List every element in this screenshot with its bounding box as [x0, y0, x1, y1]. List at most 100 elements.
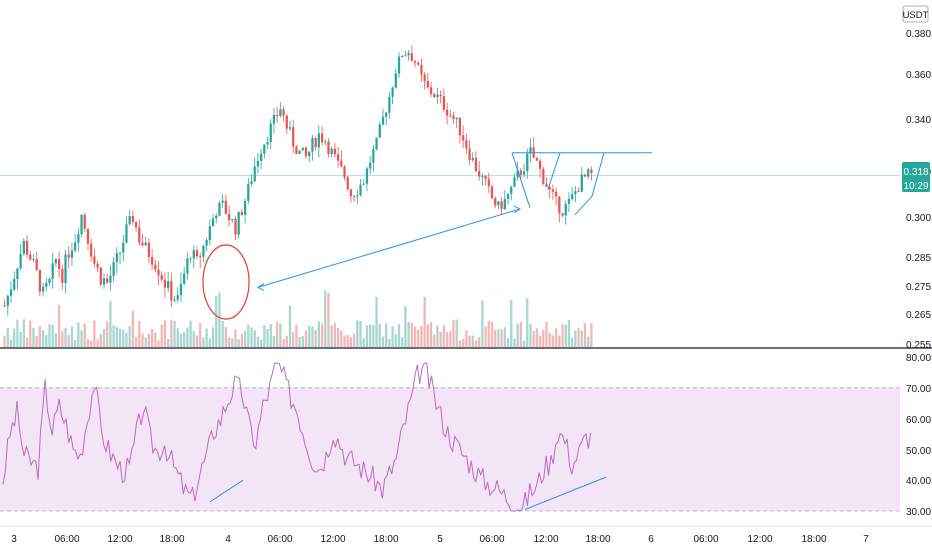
- rsi-trendline[interactable]: [524, 476, 607, 510]
- rsi-tick: 80.00: [906, 353, 931, 364]
- candle-body: [359, 184, 362, 196]
- volume-bar: [471, 335, 474, 347]
- candle-body: [57, 258, 61, 270]
- candle-body: [388, 96, 391, 113]
- candle-body: [324, 141, 327, 143]
- volume-bar: [574, 330, 577, 347]
- volume-bar: [285, 335, 288, 347]
- candle-body: [490, 186, 494, 199]
- volume-bar: [266, 328, 269, 347]
- volume-bar: [564, 324, 567, 347]
- candle-body: [542, 168, 545, 184]
- volume-bar: [77, 322, 80, 347]
- volume-bar: [465, 330, 468, 347]
- volume-bar: [227, 337, 231, 347]
- candle-body: [468, 148, 471, 160]
- volume-bar: [224, 327, 227, 347]
- candle-body: [218, 202, 221, 216]
- time-tick: 18:00: [159, 534, 184, 545]
- volume-bar: [279, 323, 282, 347]
- candle-body: [147, 242, 151, 257]
- candle-body: [494, 198, 497, 206]
- candle-body: [183, 273, 186, 284]
- candle-body: [439, 94, 442, 97]
- candle-body: [93, 256, 96, 264]
- volume-bar: [340, 330, 343, 347]
- candle-body: [83, 214, 86, 229]
- volume-bar: [167, 339, 170, 347]
- volume-bar: [234, 329, 237, 347]
- candle-body: [227, 213, 231, 221]
- candle-body: [247, 184, 250, 201]
- volume-bar: [211, 327, 215, 347]
- candle-body: [292, 127, 295, 147]
- candle-body: [356, 195, 359, 197]
- price-tick: 0.380: [906, 29, 931, 40]
- volume-bar: [301, 336, 304, 347]
- time-tick: 3: [11, 534, 17, 545]
- volume-bar: [41, 330, 45, 347]
- candle-body: [481, 175, 484, 177]
- trendline-arrow[interactable]: [257, 208, 521, 288]
- candles: [3, 45, 593, 316]
- candle-body: [478, 170, 481, 177]
- price-tick: 0.285: [906, 253, 931, 264]
- candle-body: [32, 259, 35, 261]
- candle-body: [138, 227, 141, 243]
- time-tick: 06:00: [479, 534, 504, 545]
- candle-body: [458, 117, 462, 136]
- candle-body: [179, 283, 183, 296]
- highlight-circle[interactable]: [202, 244, 250, 320]
- rsi-axis[interactable]: 80.00 70.00 60.00 50.00 40.00 30.00: [906, 353, 931, 518]
- volume-bar: [436, 325, 439, 347]
- candle-body: [506, 193, 510, 199]
- candle-body: [70, 250, 74, 258]
- candle-body: [160, 275, 163, 280]
- rsi-pane[interactable]: [0, 362, 900, 512]
- volume-bar: [57, 305, 61, 347]
- candle-body: [404, 55, 407, 57]
- candle-body: [141, 242, 144, 246]
- time-tick: 4: [225, 534, 231, 545]
- rsi-trendline[interactable]: [209, 479, 244, 503]
- volume-bar: [160, 324, 163, 347]
- volume-bar: [186, 327, 189, 347]
- candle-body: [109, 275, 112, 283]
- volume-bar: [83, 323, 86, 347]
- last-price-label: 0.318: [903, 167, 928, 178]
- time-tick: 12:00: [533, 534, 558, 545]
- volume-bar: [526, 298, 529, 347]
- candle-body: [452, 115, 455, 120]
- volume-bar: [497, 329, 500, 347]
- volume-bar: [99, 334, 102, 347]
- candle-body: [157, 269, 160, 276]
- volume-bar: [221, 320, 224, 347]
- volume-bar: [545, 321, 548, 347]
- price-pane[interactable]: [0, 0, 900, 347]
- candle-body: [577, 191, 580, 193]
- candle-body: [195, 250, 199, 257]
- candle-body: [282, 109, 285, 116]
- candle-body: [574, 191, 577, 195]
- candle-body: [234, 219, 237, 235]
- volume-bar: [583, 322, 587, 347]
- candle-body: [362, 183, 365, 185]
- volume-bar: [513, 338, 516, 347]
- candle-body: [80, 214, 83, 234]
- volume-bar: [314, 329, 317, 347]
- time-axis[interactable]: 3 06:00 12:00 18:00 4 06:00 12:00 18:00 5 06:00 12…: [11, 534, 869, 545]
- candle-body: [6, 295, 9, 306]
- candle-body: [51, 263, 54, 279]
- candle-body: [86, 228, 90, 244]
- volume-bar: [587, 336, 590, 347]
- volume-bar: [208, 338, 211, 347]
- rsi-tick: 50.00: [906, 446, 931, 457]
- volume-bar: [532, 330, 535, 347]
- time-tick: 12:00: [107, 534, 132, 545]
- volume-bar: [163, 320, 167, 347]
- volume-bar: [90, 340, 93, 347]
- pattern-line: [574, 152, 605, 216]
- candle-body: [340, 160, 343, 167]
- volume-bar: [189, 320, 192, 347]
